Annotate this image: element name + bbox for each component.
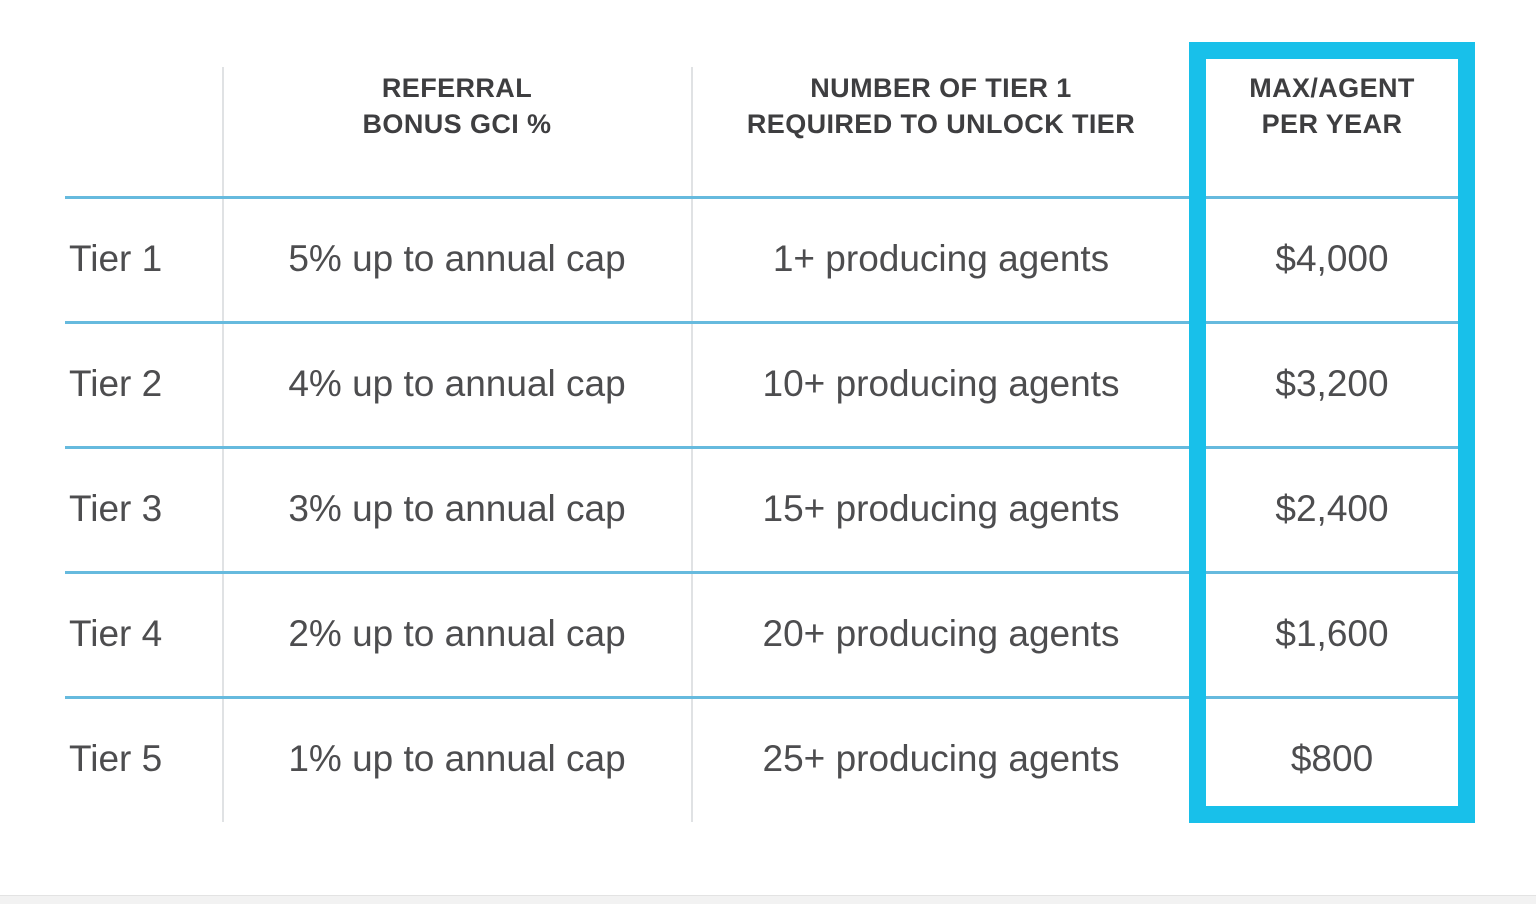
bottom-edge-strip <box>0 895 1536 904</box>
row-divider-header <box>65 196 1458 199</box>
bonus-value: 2% up to annual cap <box>288 613 626 655</box>
tier-label: Tier 5 <box>69 738 163 780</box>
max-value: $4,000 <box>1275 238 1389 280</box>
header-required-to-unlock: NUMBER OF TIER 1 REQUIRED TO UNLOCK TIER <box>694 70 1188 196</box>
bonus-value: 4% up to annual cap <box>288 363 626 405</box>
max-value: $3,200 <box>1275 363 1389 405</box>
required-value: 1+ producing agents <box>772 238 1110 280</box>
tier-label: Tier 3 <box>69 488 163 530</box>
max-value: $2,400 <box>1275 488 1389 530</box>
header-max-line1: MAX/AGENT <box>1249 73 1415 103</box>
bonus-value: 5% up to annual cap <box>288 238 626 280</box>
header-required-line1: NUMBER OF TIER 1 <box>810 73 1072 103</box>
header-referral-bonus-line2: BONUS GCI % <box>362 109 552 139</box>
row-divider-4 <box>65 696 1458 699</box>
header-max-line2: PER YEAR <box>1261 109 1403 139</box>
header-referral-bonus: REFERRAL BONUS GCI % <box>224 70 690 196</box>
max-per-agent-highlight-frame <box>1189 42 1475 823</box>
tier-label: Tier 4 <box>69 613 163 655</box>
required-value: 25+ producing agents <box>762 738 1120 780</box>
required-value: 15+ producing agents <box>762 488 1120 530</box>
header-max-per-agent: MAX/AGENT PER YEAR <box>1206 70 1458 196</box>
max-value: $1,600 <box>1275 613 1389 655</box>
required-value: 10+ producing agents <box>762 363 1120 405</box>
max-value: $800 <box>1290 738 1374 780</box>
required-value: 20+ producing agents <box>762 613 1120 655</box>
row-divider-1 <box>65 321 1458 324</box>
row-divider-3 <box>65 571 1458 574</box>
tier-label: Tier 1 <box>69 238 163 280</box>
header-required-line2: REQUIRED TO UNLOCK TIER <box>746 109 1136 139</box>
bonus-value: 1% up to annual cap <box>288 738 626 780</box>
tier-label: Tier 2 <box>69 363 163 405</box>
row-divider-2 <box>65 446 1458 449</box>
column-divider-bonus-required <box>691 67 693 822</box>
header-referral-bonus-line1: REFERRAL <box>381 73 533 103</box>
column-divider-tier-bonus <box>222 67 224 822</box>
bonus-value: 3% up to annual cap <box>288 488 626 530</box>
